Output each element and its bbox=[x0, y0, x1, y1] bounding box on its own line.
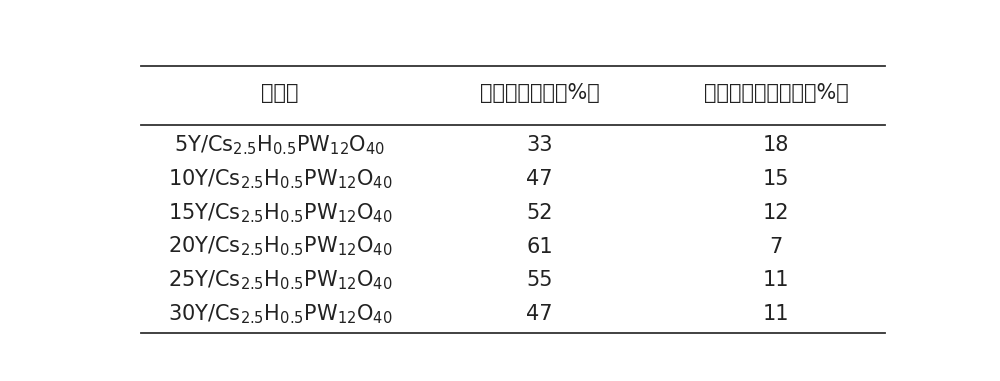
Text: $\mathregular{25Y/Cs_{2.5}H_{0.5}PW_{12}O_{40}}$: $\mathregular{25Y/Cs_{2.5}H_{0.5}PW_{12}… bbox=[168, 269, 392, 292]
Text: 47: 47 bbox=[526, 169, 553, 189]
Text: 47: 47 bbox=[526, 304, 553, 324]
Text: $\mathregular{5Y/Cs_{2.5}H_{0.5}PW_{12}O_{40}}$: $\mathregular{5Y/Cs_{2.5}H_{0.5}PW_{12}O… bbox=[174, 134, 386, 157]
Text: 52: 52 bbox=[526, 203, 553, 223]
Text: 催化剑: 催化剑 bbox=[261, 83, 299, 102]
Text: $\mathregular{15Y/Cs_{2.5}H_{0.5}PW_{12}O_{40}}$: $\mathregular{15Y/Cs_{2.5}H_{0.5}PW_{12}… bbox=[168, 201, 392, 225]
Text: 55: 55 bbox=[526, 271, 553, 290]
Text: 15: 15 bbox=[763, 169, 789, 189]
Text: 乙酰丙酸甲酯产率（%）: 乙酰丙酸甲酯产率（%） bbox=[704, 83, 848, 102]
Text: 61: 61 bbox=[526, 237, 553, 257]
Text: $\mathregular{30Y/Cs_{2.5}H_{0.5}PW_{12}O_{40}}$: $\mathregular{30Y/Cs_{2.5}H_{0.5}PW_{12}… bbox=[168, 303, 392, 326]
Text: $\mathregular{20Y/Cs_{2.5}H_{0.5}PW_{12}O_{40}}$: $\mathregular{20Y/Cs_{2.5}H_{0.5}PW_{12}… bbox=[168, 235, 392, 258]
Text: 乳酸甲酯产率（%）: 乳酸甲酯产率（%） bbox=[480, 83, 600, 102]
Text: 7: 7 bbox=[769, 237, 783, 257]
Text: 11: 11 bbox=[763, 271, 789, 290]
Text: 33: 33 bbox=[526, 136, 553, 155]
Text: 12: 12 bbox=[763, 203, 789, 223]
Text: $\mathregular{10Y/Cs_{2.5}H_{0.5}PW_{12}O_{40}}$: $\mathregular{10Y/Cs_{2.5}H_{0.5}PW_{12}… bbox=[168, 167, 392, 191]
Text: 11: 11 bbox=[763, 304, 789, 324]
Text: 18: 18 bbox=[763, 136, 789, 155]
